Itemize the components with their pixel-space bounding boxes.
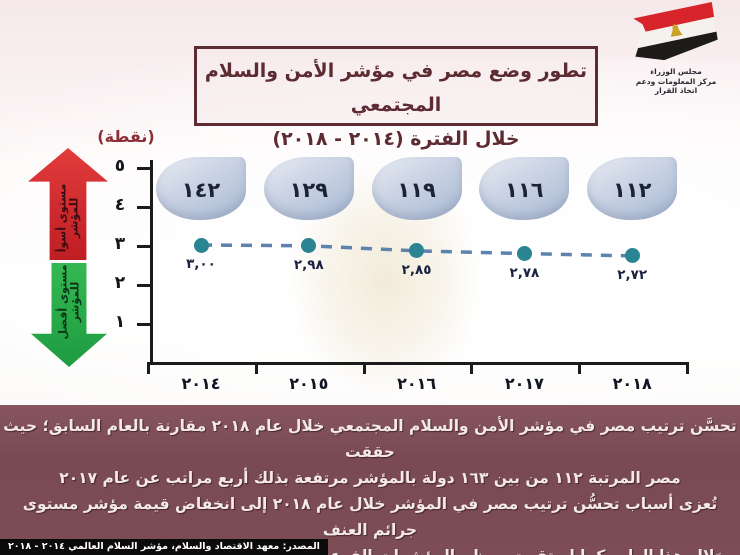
rank-water-drop-marker: ١٤٢ (156, 157, 246, 220)
score-value-label: ٢,٧٨ (509, 264, 540, 281)
score-value-label: ٢,٨٥ (401, 261, 432, 278)
commentary-line-3: تُعزى أسباب تحسُّن ترتيب مصر في المؤشر خ… (22, 495, 718, 539)
x-axis-year-label: ٢٠١٨ (612, 374, 652, 393)
x-axis-tick (470, 362, 474, 374)
x-axis-tick (362, 362, 366, 374)
score-point-marker (193, 237, 209, 253)
egypt-flag-emblem-icon (633, 2, 718, 61)
logo-org-subname: مركز المعلومات ودعم اتخاذ القرار (635, 77, 717, 95)
y-axis-unit-label: (نقطة) (97, 127, 155, 146)
y-axis-tick-label: ٥ (114, 156, 126, 176)
y-axis-tick (137, 167, 150, 170)
x-axis-year-label: ٢٠١٥ (289, 374, 329, 393)
rank-water-drop-marker: ١١٦ (479, 157, 570, 220)
x-axis-line (147, 362, 689, 365)
y-axis-tick (137, 206, 150, 209)
rank-water-drop-marker: ١١٢ (587, 157, 678, 220)
y-axis-tick (137, 284, 150, 287)
x-axis-year-label: ٢٠١٧ (504, 374, 544, 393)
rank-value-label: ١٢٩ (289, 177, 329, 202)
y-axis-tick-label: ٣ (114, 234, 126, 254)
logo-org-name: مجلس الوزراء (650, 67, 702, 76)
rank-value-label: ١١٩ (397, 177, 436, 202)
x-axis-year-label: ٢٠١٤ (181, 374, 221, 393)
x-axis-tick (686, 362, 689, 374)
score-point-marker (516, 246, 532, 262)
rank-water-drop-marker: ١٢٩ (263, 157, 354, 220)
score-point-marker (624, 248, 640, 264)
source-citation-bar: المصدر: معهد الاقتصاد والسلام، مؤشر السل… (0, 539, 328, 555)
rank-water-drop-marker: ١١٩ (371, 157, 462, 220)
x-axis-tick (254, 362, 258, 374)
score-point-marker (301, 238, 317, 254)
chart-title-box: تطور وضع مصر في مؤشر الأمن والسلام المجت… (194, 46, 598, 150)
y-axis-tick-label: ٢ (114, 273, 126, 293)
rank-value-label: ١٤٢ (181, 177, 221, 202)
commentary-line-2: مصر المرتبة ١١٢ من بين ١٦٣ دولة بالمؤشر … (59, 469, 681, 487)
score-value-label: ٢,٩٨ (293, 256, 324, 273)
y-axis-tick (137, 323, 150, 326)
score-value-label: ٣,٠٠ (186, 256, 216, 272)
chart-title-line1: تطور وضع مصر في مؤشر الأمن والسلام المجت… (204, 60, 588, 116)
commentary-panel: تحسَّن ترتيب مصر في مؤشر الأمن والسلام ا… (0, 405, 740, 555)
x-axis-year-label: ٢٠١٦ (397, 374, 437, 393)
chart-title-line2: خلال الفترة (٢٠١٤ - ٢٠١٨) (272, 128, 520, 150)
score-point-marker (409, 243, 425, 259)
x-axis-tick (147, 362, 150, 374)
cabinet-idsc-logo: مجلس الوزراء مركز المعلومات ودعم اتخاذ ا… (626, 2, 726, 102)
x-axis-tick (578, 362, 582, 374)
rank-value-label: ١١٦ (505, 177, 544, 202)
y-axis-tick-label: ١ (114, 312, 126, 332)
y-axis-line (150, 160, 153, 365)
y-axis-tick-label: ٤ (114, 195, 126, 215)
score-value-label: ٢,٧٢ (617, 266, 648, 283)
rank-value-label: ١١٢ (612, 177, 652, 202)
commentary-line-4: خلال هذا العام، كما استقرت معظم المؤشرات… (0, 543, 740, 555)
commentary-line-1: تحسَّن ترتيب مصر في مؤشر الأمن والسلام ا… (3, 417, 737, 461)
y-axis-tick (137, 245, 150, 248)
